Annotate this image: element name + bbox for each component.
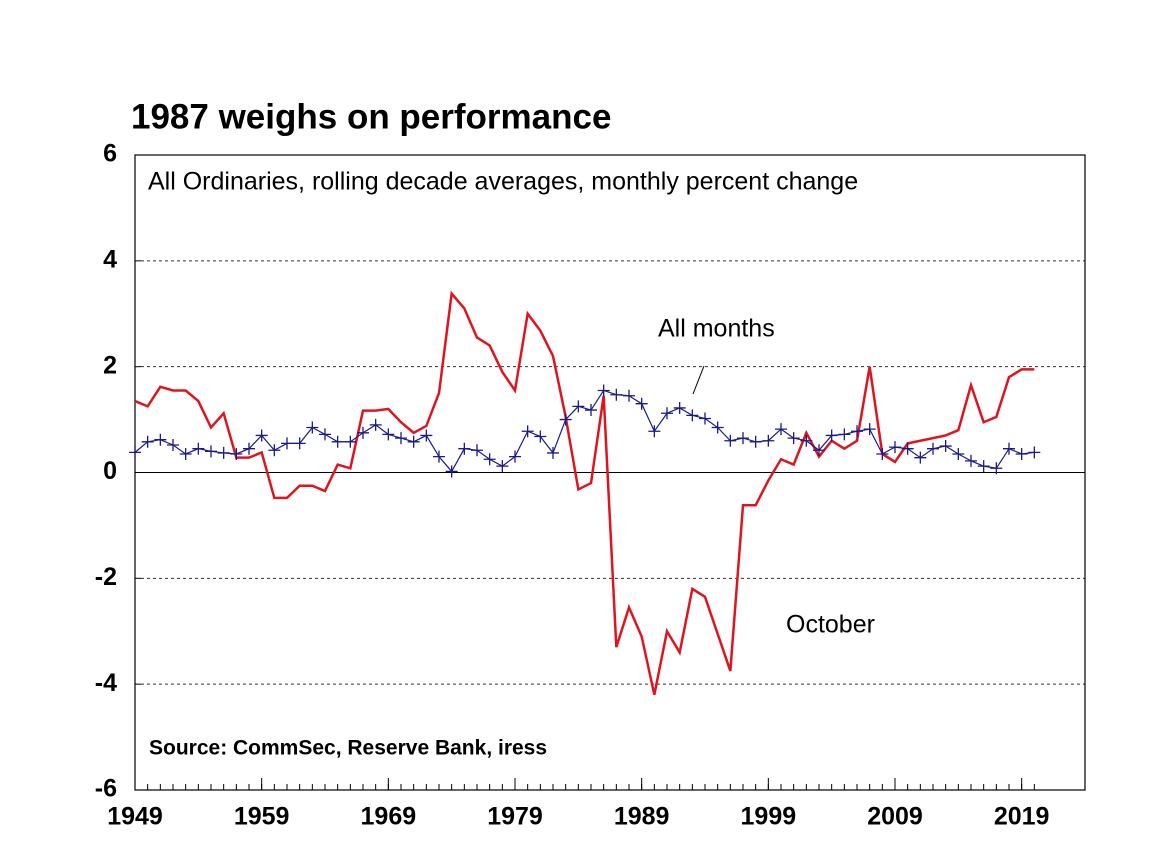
point-marker — [243, 442, 255, 455]
series-label: October — [786, 611, 875, 639]
series-label: All months — [658, 315, 775, 343]
series-line — [134, 290, 1035, 696]
point-marker — [433, 450, 445, 463]
point-marker — [775, 423, 787, 436]
point-marker — [686, 409, 699, 422]
point-marker — [699, 412, 711, 425]
point-marker — [496, 460, 509, 473]
point-marker — [851, 425, 863, 438]
point-marker — [661, 407, 673, 420]
point-marker — [420, 429, 433, 442]
point-marker — [787, 432, 800, 445]
point-marker — [559, 413, 572, 426]
y-tick-label: 0 — [103, 457, 117, 485]
point-marker — [331, 435, 344, 448]
point-marker — [369, 418, 382, 431]
y-tick-label: -6 — [95, 775, 117, 803]
x-tick-label: 1989 — [614, 803, 670, 831]
y-tick-label: 6 — [103, 140, 117, 168]
point-marker — [357, 426, 369, 439]
y-tick-label: -4 — [95, 669, 117, 697]
point-marker — [597, 384, 610, 397]
point-marker — [382, 428, 395, 441]
point-marker — [471, 444, 483, 457]
point-marker — [800, 434, 813, 447]
point-marker — [547, 446, 559, 459]
point-marker — [167, 438, 179, 451]
point-marker — [129, 446, 141, 459]
x-tick-label: 1979 — [487, 803, 543, 831]
chart-title: 1987 weighs on performance — [131, 97, 611, 136]
point-marker — [648, 425, 661, 438]
source: Source: CommSec, Reserve Bank, iress — [149, 737, 547, 760]
point-marker — [395, 432, 407, 445]
x-tick-label: 1949 — [107, 803, 163, 831]
point-marker — [1028, 446, 1041, 459]
point-marker — [1015, 447, 1028, 460]
point-marker — [306, 421, 319, 434]
point-marker — [876, 447, 889, 460]
x-tick-label: 2019 — [994, 803, 1050, 831]
point-marker — [939, 440, 952, 453]
point-marker — [952, 447, 965, 460]
y-tick-label: -2 — [95, 563, 117, 591]
point-marker — [205, 445, 217, 458]
point-marker — [585, 404, 597, 417]
point-marker — [154, 433, 167, 446]
point-marker — [141, 435, 154, 448]
point-marker — [1003, 442, 1015, 455]
point-marker — [724, 434, 737, 447]
point-marker — [445, 465, 458, 478]
point-marker — [217, 446, 230, 459]
point-marker — [230, 447, 243, 460]
x-tick-label: 1999 — [741, 803, 797, 831]
point-marker — [990, 462, 1003, 475]
point-marker — [762, 434, 775, 447]
point-marker — [458, 442, 471, 455]
point-marker — [344, 435, 357, 448]
point-marker — [965, 454, 977, 467]
point-marker — [901, 442, 914, 455]
point-marker — [711, 421, 724, 434]
point-marker — [889, 441, 901, 454]
subtitle: All Ordinaries, rolling decade averages,… — [148, 168, 858, 196]
leader-line — [692, 365, 705, 395]
point-marker — [534, 430, 547, 443]
y-tick-label: 4 — [103, 245, 117, 273]
point-marker — [610, 388, 623, 401]
point-marker — [293, 437, 306, 450]
point-marker — [192, 442, 205, 455]
point-marker — [623, 389, 635, 402]
point-marker — [509, 450, 521, 463]
point-marker — [914, 451, 927, 464]
point-marker — [268, 444, 281, 457]
point-marker — [281, 437, 293, 450]
point-marker — [673, 401, 686, 414]
point-marker — [825, 429, 838, 442]
y-tick-label: 2 — [103, 351, 117, 379]
point-marker — [749, 435, 762, 448]
series-line — [134, 389, 1035, 473]
point-marker — [483, 453, 496, 466]
point-marker — [927, 442, 939, 455]
x-tick-label: 1969 — [361, 803, 417, 831]
point-marker — [737, 432, 749, 445]
point-marker — [977, 460, 990, 473]
point-marker — [407, 435, 420, 448]
point-marker — [319, 428, 331, 441]
point-marker — [635, 397, 648, 410]
point-marker — [572, 400, 585, 413]
point-marker — [521, 425, 534, 438]
point-marker — [863, 423, 876, 436]
point-marker — [255, 429, 268, 442]
point-marker — [179, 447, 192, 460]
plot-frame — [134, 154, 1086, 791]
x-tick-label: 2009 — [867, 803, 923, 831]
x-tick-label: 1959 — [234, 803, 290, 831]
point-marker — [813, 444, 825, 457]
point-marker — [838, 428, 851, 441]
